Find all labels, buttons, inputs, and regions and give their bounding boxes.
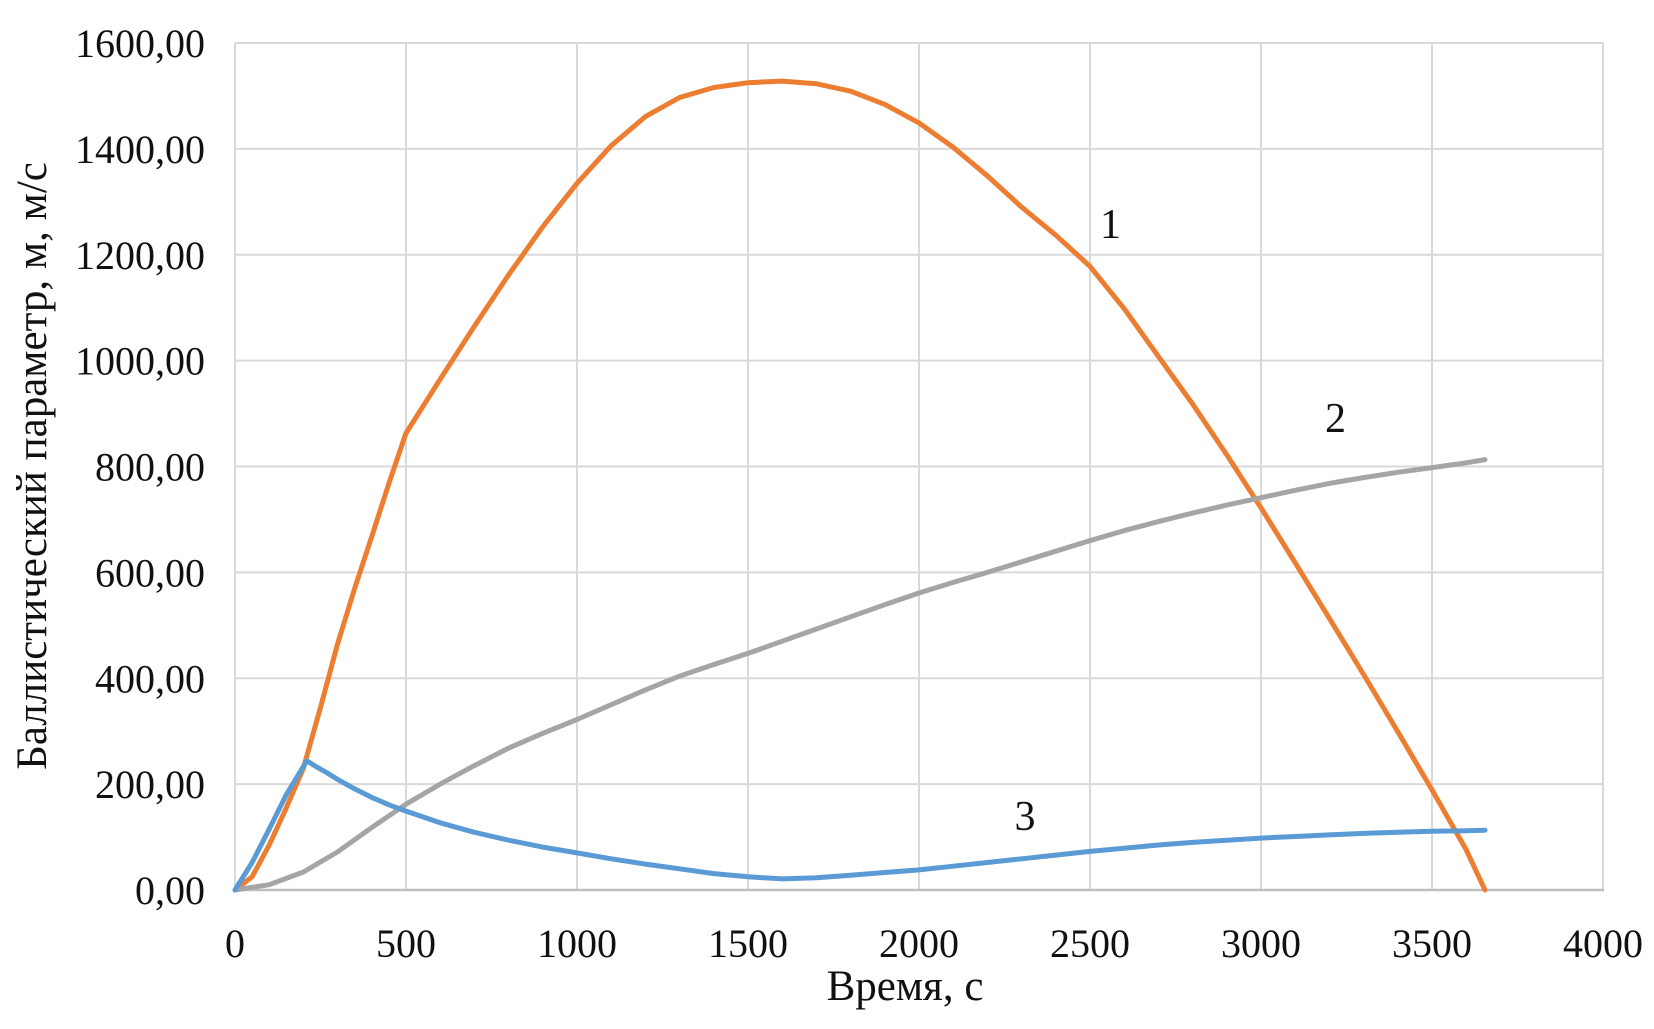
series-labels: 1 2 3 [1015, 202, 1347, 840]
y-tick-label: 0,00 [135, 868, 205, 913]
y-tick-label: 1200,00 [75, 233, 205, 278]
series-curves [232, 78, 1488, 893]
series-1-curve [232, 78, 1488, 893]
x-tick-label: 3500 [1392, 921, 1472, 966]
y-tick-label: 800,00 [95, 445, 205, 490]
y-axis-title: Баллистический параметр, м, м/с [9, 162, 56, 770]
y-tick-label: 400,00 [95, 656, 205, 701]
y-tick-label: 200,00 [95, 762, 205, 807]
x-tick-label: 0 [225, 921, 245, 966]
series-2-label: 2 [1325, 396, 1346, 442]
y-tick-label: 600,00 [95, 550, 205, 595]
x-tick-label: 2500 [1050, 921, 1130, 966]
series-3-label: 3 [1015, 794, 1036, 840]
y-tick-label: 1000,00 [75, 339, 205, 384]
x-tick-label: 1500 [708, 921, 788, 966]
series-3-curve [232, 758, 1488, 893]
series-2-curve [232, 457, 1488, 893]
x-tick-label: 3000 [1221, 921, 1301, 966]
x-tick-label: 500 [376, 921, 436, 966]
x-axis-title: Время, с [827, 963, 984, 1010]
series-1-label: 1 [1100, 202, 1121, 248]
y-tick-label: 1600,00 [75, 21, 205, 66]
x-tick-label: 2000 [879, 921, 959, 966]
tick-labels: 0 500 1000 1500 2000 2500 3000 3500 4000 0,00 200,… [75, 21, 1643, 966]
x-tick-label: 4000 [1563, 921, 1643, 966]
y-tick-label: 1400,00 [75, 127, 205, 172]
gridlines [234, 42, 1604, 891]
x-tick-label: 1000 [537, 921, 617, 966]
